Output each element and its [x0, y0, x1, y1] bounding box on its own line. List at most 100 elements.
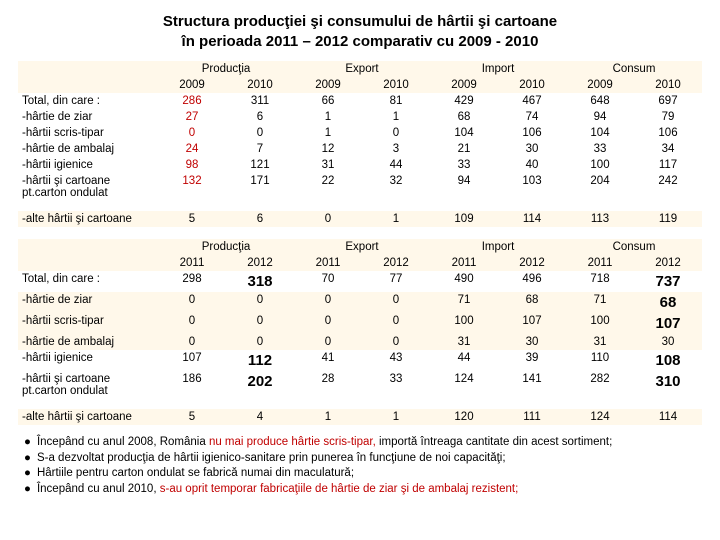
section-label: Producţia [158, 61, 294, 77]
section-label: Import [430, 239, 566, 255]
year-label: 2011 [158, 255, 226, 271]
value-cell: 33 [362, 371, 430, 399]
value-cell: 112 [226, 350, 294, 371]
footnotes: Începând cu anul 2008, România nu mai pr… [18, 435, 702, 497]
value-cell: 0 [158, 292, 226, 313]
value-cell: 30 [498, 334, 566, 350]
value-cell: 124 [566, 409, 634, 425]
year-label: 2012 [226, 255, 294, 271]
data-row: -hârtie de ambalaj24712321303334 [18, 141, 702, 157]
value-cell: 1 [294, 409, 362, 425]
section-label: Consum [566, 239, 702, 255]
value-cell: 132 [158, 173, 226, 201]
row-label: -hârtie de ambalaj [18, 334, 158, 350]
value-cell: 0 [226, 292, 294, 313]
data-row: Total, din care :2983187077490496718737 [18, 271, 702, 292]
row-label: -hârtie de ziar [18, 109, 158, 125]
value-cell: 43 [362, 350, 430, 371]
value-cell: 6 [226, 109, 294, 125]
row-label: -hârtii şi cartoane pt.carton ondulat [18, 371, 158, 399]
value-cell: 30 [634, 334, 702, 350]
section-label: Export [294, 61, 430, 77]
value-cell: 100 [566, 157, 634, 173]
value-cell: 68 [634, 292, 702, 313]
value-cell: 107 [634, 313, 702, 334]
value-cell: 21 [430, 141, 498, 157]
value-cell: 100 [430, 313, 498, 334]
value-cell: 0 [158, 334, 226, 350]
data-table: ProducţiaExportImportConsum2009201020092… [18, 61, 702, 425]
blank [18, 239, 158, 255]
value-cell: 71 [430, 292, 498, 313]
value-cell: 0 [226, 313, 294, 334]
spacer [18, 201, 702, 211]
value-cell: 204 [566, 173, 634, 201]
value-cell: 31 [294, 157, 362, 173]
value-cell: 66 [294, 93, 362, 109]
value-cell: 31 [566, 334, 634, 350]
data-row: -hârtie de ziar000071687168 [18, 292, 702, 313]
value-cell: 0 [362, 292, 430, 313]
year-label: 2011 [294, 255, 362, 271]
value-cell: 33 [430, 157, 498, 173]
year-label: 2009 [430, 77, 498, 93]
data-row: -hârtii scris-tipar0000100107100107 [18, 313, 702, 334]
year-label: 2009 [294, 77, 362, 93]
section-label: Producţia [158, 239, 294, 255]
value-cell: 39 [498, 350, 566, 371]
value-cell: 24 [158, 141, 226, 157]
value-cell: 44 [430, 350, 498, 371]
value-cell: 0 [294, 334, 362, 350]
section-label: Export [294, 239, 430, 255]
value-cell: 0 [362, 313, 430, 334]
value-cell: 0 [362, 334, 430, 350]
value-cell: 1 [362, 211, 430, 227]
value-cell: 3 [362, 141, 430, 157]
data-row: -alte hârtii şi cartoane5601109114113119 [18, 211, 702, 227]
data-row: -hârtii scris-tipar0010104106104106 [18, 125, 702, 141]
value-cell: 117 [634, 157, 702, 173]
value-cell: 33 [566, 141, 634, 157]
value-cell: 318 [226, 271, 294, 292]
section-label: Import [430, 61, 566, 77]
row-label: -hârtii şi cartoane pt.carton ondulat [18, 173, 158, 201]
value-cell: 68 [498, 292, 566, 313]
value-cell: 697 [634, 93, 702, 109]
year-label: 2010 [498, 77, 566, 93]
value-cell: 110 [566, 350, 634, 371]
section-label: Consum [566, 61, 702, 77]
value-cell: 124 [430, 371, 498, 399]
value-cell: 1 [294, 109, 362, 125]
value-cell: 1 [362, 109, 430, 125]
row-label: -hârtii scris-tipar [18, 125, 158, 141]
value-cell: 467 [498, 93, 566, 109]
value-cell: 0 [158, 313, 226, 334]
year-label: 2010 [226, 77, 294, 93]
section-header: ProducţiaExportImportConsum [18, 61, 702, 77]
value-cell: 718 [566, 271, 634, 292]
value-cell: 77 [362, 271, 430, 292]
value-cell: 311 [226, 93, 294, 109]
value-cell: 28 [294, 371, 362, 399]
footnote-item: S-a dezvoltat producţia de hârtii igieni… [18, 451, 702, 467]
value-cell: 429 [430, 93, 498, 109]
value-cell: 5 [158, 409, 226, 425]
value-cell: 70 [294, 271, 362, 292]
value-cell: 27 [158, 109, 226, 125]
year-header: 20112012201120122011201220112012 [18, 255, 702, 271]
value-cell: 94 [430, 173, 498, 201]
title-line-2: în perioada 2011 – 2012 comparativ cu 20… [182, 33, 539, 50]
value-cell: 0 [158, 125, 226, 141]
value-cell: 0 [362, 125, 430, 141]
value-cell: 106 [498, 125, 566, 141]
year-label: 2012 [498, 255, 566, 271]
value-cell: 111 [498, 409, 566, 425]
value-cell: 171 [226, 173, 294, 201]
footnote-item: Începând cu anul 2010, s-au oprit tempor… [18, 482, 702, 498]
value-cell: 1 [294, 125, 362, 141]
spacer [18, 399, 702, 409]
value-cell: 6 [226, 211, 294, 227]
value-cell: 5 [158, 211, 226, 227]
blank [18, 255, 158, 271]
value-cell: 242 [634, 173, 702, 201]
